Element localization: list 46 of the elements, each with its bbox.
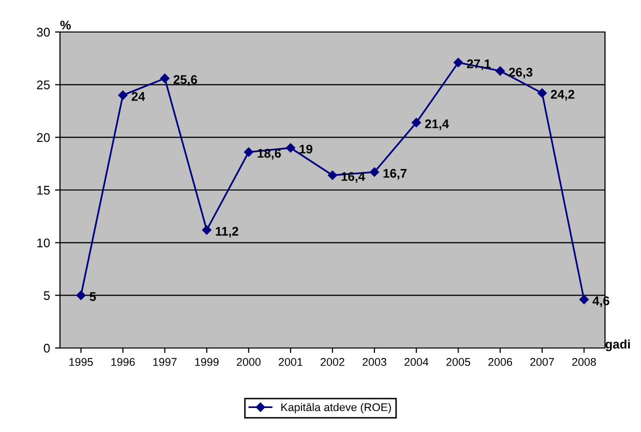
x-tick-label: 2004 <box>404 358 428 366</box>
point <box>579 294 589 304</box>
data-label: 25,6 <box>174 75 198 86</box>
y-tick-label: 30 <box>36 28 50 37</box>
x-tick-label: 2002 <box>320 358 344 366</box>
data-label: 11,2 <box>216 226 238 238</box>
data-label: 16,7 <box>384 168 407 180</box>
point <box>412 118 421 128</box>
data-label: 26,3 <box>508 68 532 78</box>
x-axis-title: gadi <box>606 339 630 352</box>
point <box>454 58 463 68</box>
x-tick-label: 2007 <box>530 358 554 366</box>
data-label: 16,4 <box>342 172 366 183</box>
x-tick-label: 2005 <box>446 358 470 366</box>
legend-label: Kapitāla atdeve (ROE) <box>281 403 391 414</box>
data-label: 24,2 <box>550 90 574 101</box>
point <box>160 74 170 83</box>
point <box>328 170 338 180</box>
point <box>537 88 547 98</box>
point <box>286 143 296 152</box>
y-tick-label: 5 <box>44 291 50 300</box>
point <box>370 167 380 177</box>
point <box>496 66 505 76</box>
y-tick-label: 15 <box>37 186 50 195</box>
y-tick-label: 25 <box>37 80 50 90</box>
y-tick-label: 10 <box>37 238 50 248</box>
x-tick-label: 1997 <box>153 358 177 366</box>
x-tick-label: 2000 <box>236 358 261 366</box>
x-tick-label: 2008 <box>572 358 596 366</box>
data-label: 21,4 <box>425 119 449 130</box>
y-axis-title: % <box>60 20 71 30</box>
point <box>118 90 128 100</box>
x-tick-label: 1999 <box>195 358 219 366</box>
point <box>76 290 86 300</box>
x-tick-label: 2003 <box>362 358 386 366</box>
y-tick-label: 0 <box>44 344 50 353</box>
data-label: 18,6 <box>258 148 281 160</box>
data-label: 24 <box>132 92 146 101</box>
x-tick-label: 1995 <box>69 358 93 366</box>
x-tick-label: 1996 <box>111 358 135 366</box>
point <box>202 225 212 235</box>
x-tick-label: 2001 <box>278 358 302 366</box>
x-tick-label: 2006 <box>488 358 512 366</box>
data-label: 19 <box>300 144 312 154</box>
point <box>244 147 254 157</box>
y-tick-label: 20 <box>37 133 50 142</box>
